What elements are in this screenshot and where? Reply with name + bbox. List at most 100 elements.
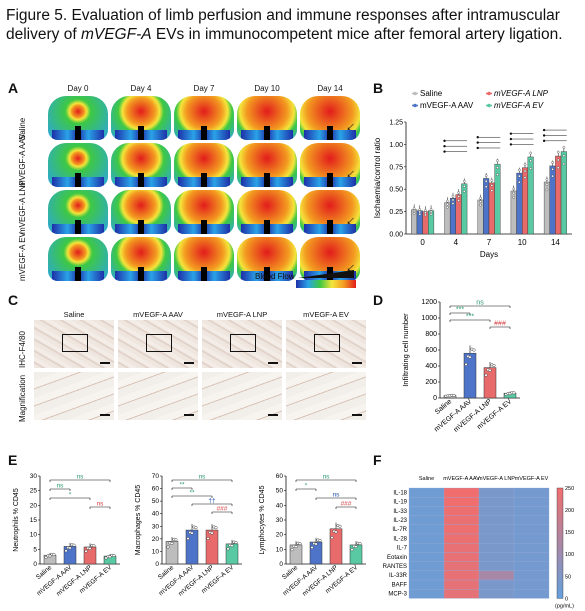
data-point (310, 545, 314, 549)
y-tick-label: 400 (425, 363, 437, 370)
data-point (334, 530, 338, 534)
thermal-image (237, 190, 297, 234)
data-point (294, 545, 298, 549)
y-tick-label: 30 (152, 523, 160, 530)
bracket-end (509, 132, 513, 135)
heatmap-cell (443, 589, 480, 599)
heatmap-cell (478, 561, 515, 571)
legend-marker (413, 103, 417, 108)
bar (463, 352, 477, 399)
heatmap-cell (513, 543, 550, 553)
thermal-image (174, 96, 234, 140)
y-tick-label: 0.75 (389, 164, 403, 171)
heatmap-cell (513, 533, 550, 544)
bar (461, 183, 468, 235)
significance-label: *** (456, 307, 464, 314)
data-point (496, 166, 499, 169)
data-point (44, 555, 48, 559)
thermal-image (48, 237, 108, 281)
heatmap-cell (408, 515, 445, 525)
significance-label: ### (494, 321, 506, 328)
data-point (424, 209, 427, 212)
y-tick-label: 10 (30, 532, 38, 539)
legend-marker (487, 91, 491, 96)
heatmap-cell (513, 579, 550, 590)
heatmap-cell (408, 561, 445, 571)
data-point (174, 538, 178, 542)
thermal-image (174, 190, 234, 234)
bar (185, 529, 199, 565)
day-header: Day 4 (130, 84, 152, 93)
tail-region (138, 126, 144, 140)
day-header: Day 10 (254, 84, 280, 93)
histology-row-label: Magnification (18, 374, 27, 422)
heatmap-cell (408, 506, 445, 516)
panel-b-label: B (373, 80, 384, 96)
y-tick-label: 40 (276, 502, 284, 509)
significance-label: * (69, 492, 72, 499)
data-point (418, 212, 422, 216)
significance-label: ### (341, 501, 352, 508)
thermal-image (174, 237, 234, 281)
data-point (412, 207, 416, 210)
heatmap-row-label: MCP-3 (388, 592, 407, 598)
histology-column-header: mVEGF-A AAV (133, 310, 183, 319)
heatmap-colorbar (556, 487, 564, 599)
thermal-image (111, 190, 171, 234)
bracket-end (542, 139, 546, 143)
data-point (479, 203, 482, 207)
data-point (529, 167, 532, 170)
data-point (452, 393, 456, 397)
data-point (496, 173, 499, 176)
bracket-end (476, 141, 479, 144)
scale-bar (184, 362, 194, 364)
figure-caption: Figure 5. Evaluation of limb perfusion a… (6, 7, 563, 43)
significance-label: ** (189, 490, 195, 497)
data-point (429, 210, 433, 214)
scale-bar (268, 362, 278, 364)
data-point (490, 179, 494, 182)
heatmap-cell (513, 515, 550, 525)
y-tick-label: 0.50 (389, 187, 403, 194)
heatmap-row-label: IL-7 (397, 546, 408, 552)
thermal-image (237, 143, 297, 187)
y-tick-label: 800 (425, 331, 437, 338)
colorbar-tick-label: 50 (565, 574, 571, 580)
bracket-end (443, 144, 446, 148)
histology-column-header: Saline (63, 310, 85, 319)
bar (483, 367, 497, 399)
thermal-image (48, 143, 108, 187)
heatmap-cell (513, 524, 550, 535)
y-tick-label: 1.00 (389, 142, 403, 149)
heatmap-cell (408, 487, 445, 498)
significance-label: ns (77, 474, 85, 481)
scale-bar (268, 414, 278, 416)
y-tick-label: 0.00 (389, 232, 403, 239)
significance-label: * (305, 483, 308, 490)
heatmap-column-header: mVEGF-A LNP (478, 476, 515, 482)
magnified-image (118, 372, 198, 420)
heatmap-cell (478, 506, 515, 516)
day-header: Day 0 (67, 84, 89, 93)
colorbar-tick-label: 100 (565, 552, 574, 558)
data-point (446, 199, 449, 203)
heatmap-row-label: IL-33 (393, 509, 407, 515)
tail-region (264, 173, 270, 187)
data-point (556, 158, 560, 162)
heatmap-cell (408, 543, 445, 553)
heatmap-row-label: IL-33R (389, 573, 408, 579)
data-point (88, 547, 92, 551)
thermal-image (111, 143, 171, 187)
legend-entry: mVEGF-A EV (494, 101, 544, 110)
heatmap-column-header: Saline (419, 476, 434, 482)
data-point (350, 548, 354, 552)
heatmap-cell (408, 570, 445, 581)
magnified-image (286, 372, 366, 420)
significance-label: ns (476, 300, 484, 307)
data-point (446, 206, 449, 209)
thermal-image (237, 96, 297, 140)
data-point (488, 368, 492, 372)
